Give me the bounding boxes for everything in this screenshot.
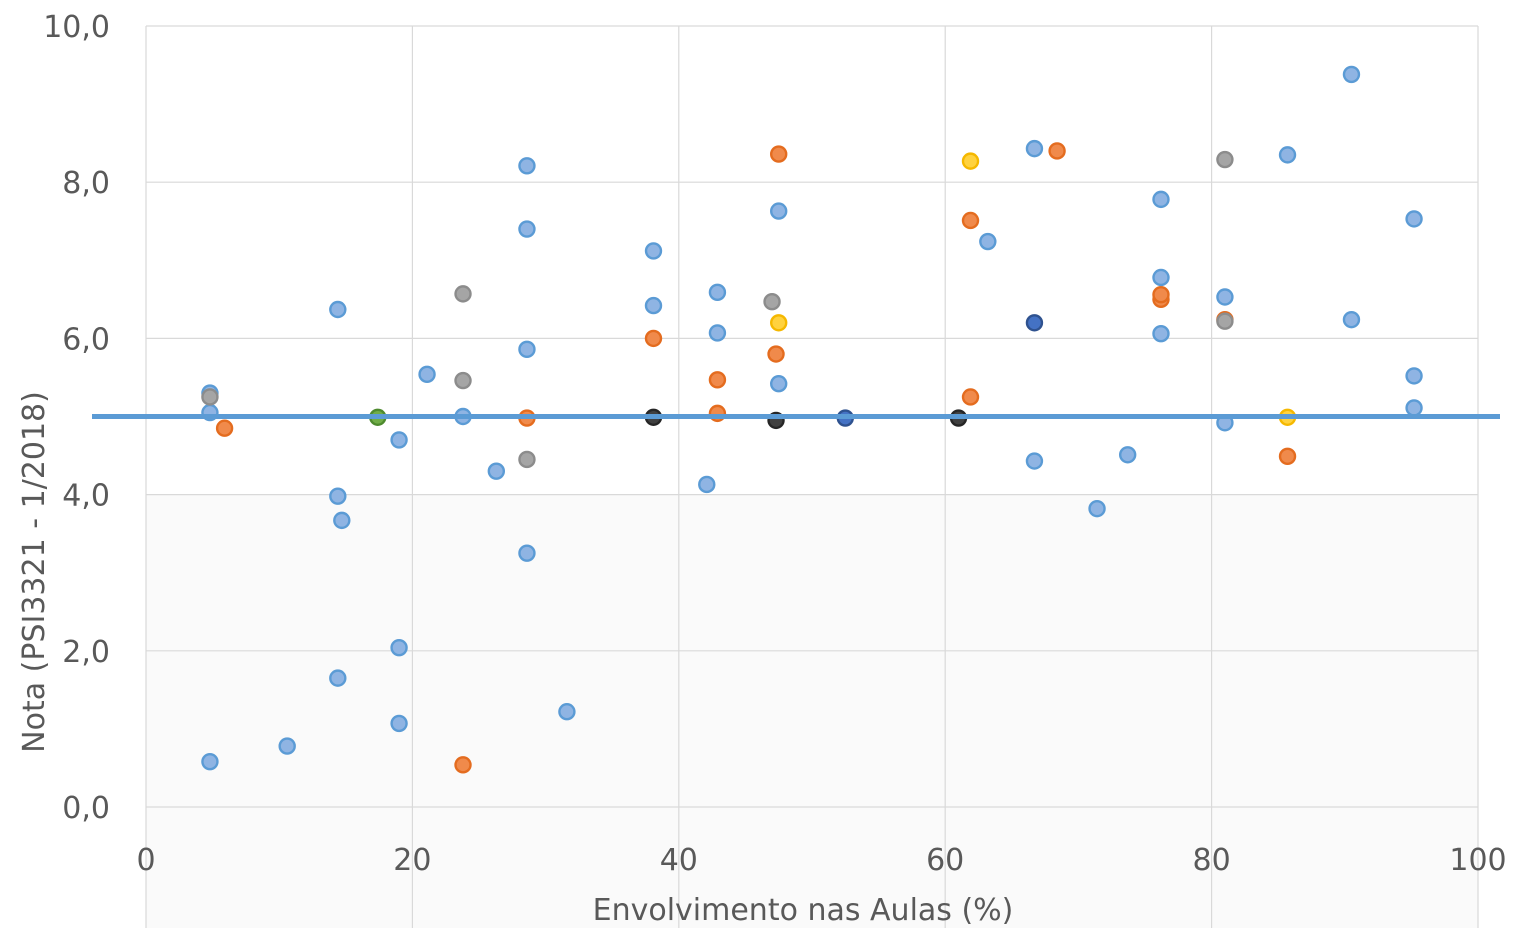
data-points: [201, 65, 1423, 774]
data-point: [1405, 210, 1423, 228]
data-point: [770, 314, 788, 332]
data-point: [518, 450, 536, 469]
y-tick-label: 6,0: [62, 322, 110, 357]
y-tick-label: 0,0: [62, 791, 110, 826]
data-point: [770, 202, 788, 220]
lower-plot-band: [146, 494, 1478, 928]
data-point: [418, 365, 436, 384]
data-point: [644, 296, 663, 315]
y-tick-labels: 0,0 2,0 4,0 6,0 8,0 10,0: [43, 10, 110, 826]
data-point: [708, 324, 727, 342]
data-point: [961, 211, 980, 230]
data-point: [201, 388, 219, 406]
data-point: [1152, 268, 1170, 287]
data-point: [1278, 447, 1297, 466]
data-point: [1405, 399, 1423, 417]
data-point: [1048, 142, 1066, 160]
data-point: [201, 753, 219, 771]
data-point: [1025, 452, 1044, 470]
data-point: [644, 329, 663, 348]
data-point: [558, 703, 576, 721]
y-tick-label: 10,0: [43, 10, 110, 45]
data-point: [708, 283, 727, 302]
data-point: [278, 737, 296, 755]
data-point: [770, 374, 788, 393]
x-tick-labels: 0 20 40 60 80 100: [136, 843, 1506, 878]
data-point: [518, 340, 536, 359]
data-point: [1025, 139, 1044, 158]
data-point: [1152, 285, 1170, 304]
grid-lines: [145, 25, 1479, 928]
data-point: [329, 487, 347, 505]
x-tick-label: 80: [1193, 843, 1231, 878]
data-point: [1088, 499, 1106, 518]
x-tick-label: 60: [926, 843, 964, 878]
data-point: [518, 544, 536, 562]
data-point: [329, 669, 347, 687]
data-point: [1342, 65, 1361, 84]
data-point: [1025, 314, 1044, 332]
data-point: [1342, 310, 1361, 329]
y-tick-label: 4,0: [62, 479, 110, 514]
x-tick-label: 40: [660, 843, 698, 878]
x-tick-label: 100: [1449, 843, 1506, 878]
data-point: [333, 511, 351, 530]
data-point: [698, 475, 716, 494]
data-point: [487, 462, 506, 480]
data-point: [708, 371, 727, 389]
data-point: [979, 232, 997, 251]
data-point: [1216, 312, 1234, 330]
data-point: [1118, 446, 1137, 464]
data-point: [770, 145, 788, 163]
data-point: [767, 345, 785, 363]
data-point: [961, 152, 980, 170]
data-point: [1278, 146, 1297, 164]
data-point: [1152, 190, 1170, 209]
data-point: [644, 242, 663, 260]
data-point: [763, 292, 781, 311]
x-tick-label: 0: [136, 843, 155, 878]
data-point: [1405, 367, 1423, 385]
data-point: [1152, 325, 1170, 343]
data-point: [1216, 288, 1234, 306]
data-point: [390, 638, 408, 657]
y-tick-label: 2,0: [62, 635, 110, 670]
y-tick-label: 8,0: [62, 166, 110, 201]
data-point: [518, 220, 536, 238]
data-point: [1216, 150, 1234, 169]
data-point: [454, 371, 472, 390]
data-point: [390, 431, 408, 449]
data-point: [390, 714, 408, 733]
data-point: [961, 388, 980, 406]
data-point: [454, 285, 472, 303]
x-axis-title: Envolvimento nas Aulas (%): [593, 893, 1014, 928]
y-axis-title: Nota (PSI3321 - 1/2018): [17, 391, 52, 753]
data-point: [215, 419, 234, 437]
data-point: [454, 756, 472, 774]
x-tick-label: 20: [393, 843, 431, 878]
data-point: [518, 157, 536, 175]
data-point: [329, 300, 347, 319]
